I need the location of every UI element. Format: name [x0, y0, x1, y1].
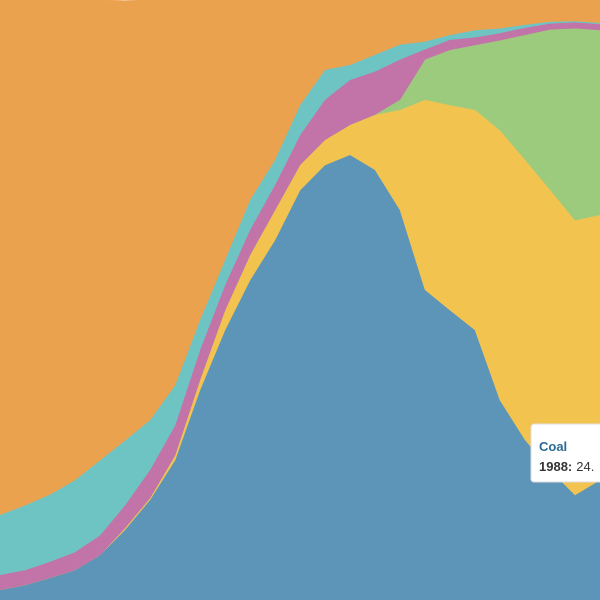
tooltip: Coal 1988: 24.: [530, 423, 600, 483]
tooltip-label: 1988:: [539, 459, 572, 474]
tooltip-value: 24.: [576, 459, 594, 474]
tooltip-title: Coal: [539, 439, 567, 454]
tooltip-box: [530, 423, 600, 483]
area: [0, 0, 600, 516]
tooltip-row: 1988: 24.: [539, 459, 594, 474]
